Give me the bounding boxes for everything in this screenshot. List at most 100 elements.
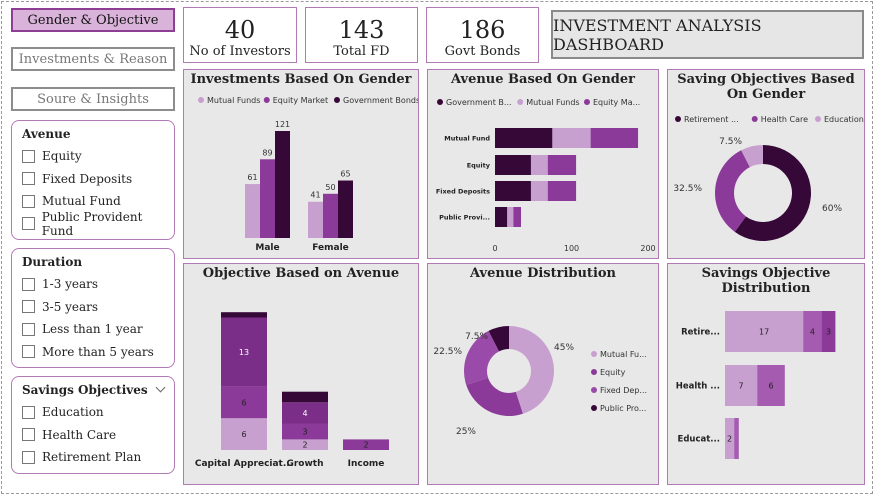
checkbox[interactable] <box>22 450 35 464</box>
legend-label: Government Bonds <box>343 96 419 105</box>
checkbox[interactable] <box>22 405 35 419</box>
kpi-total-fd: 143 Total FD <box>305 7 418 63</box>
dashboard-title: INVESTMENT ANALYSIS DASHBOARD <box>551 10 864 59</box>
kpi-value: 40 <box>224 16 256 44</box>
panel-title: Investments Based On Gender <box>190 72 412 87</box>
legend-marker <box>437 99 443 105</box>
category-label: Income <box>348 459 385 469</box>
panel-avenue-distribution: Avenue Distribution 45% 25% 22.5% 7.5% Mutua… <box>427 263 659 485</box>
checkbox[interactable] <box>22 345 35 359</box>
bar-segment <box>725 418 735 459</box>
tick-label: 200 <box>640 244 655 253</box>
checkbox[interactable] <box>22 322 35 336</box>
bar <box>260 159 275 238</box>
panel-title: Avenue Distribution <box>469 266 616 281</box>
chart-avenue-distribution: 45% 25% 22.5%7.5% Mutual Fu... Equity Fixed D… <box>433 326 647 437</box>
bar-segment <box>725 311 804 352</box>
slicer-item-3-5-years[interactable]: 3-5 years <box>22 296 174 319</box>
bar-segment <box>757 365 785 406</box>
duration-slicer: Duration 1-3 years 3-5 years Less than 1… <box>11 248 175 368</box>
bar-segment <box>282 391 328 403</box>
kpi-value: 186 <box>459 16 506 44</box>
slicer-item-retirement[interactable]: Retirement Plan <box>22 446 174 469</box>
legend-label: Mutual Funds <box>207 96 260 105</box>
bar-segment <box>221 418 267 450</box>
checkbox[interactable] <box>22 300 35 314</box>
category-label: Mutual Fund <box>444 135 490 143</box>
donut-slice <box>488 326 509 352</box>
bar-segment <box>734 418 739 459</box>
legend-marker <box>591 387 597 393</box>
donut-slice <box>734 145 811 242</box>
donut-slice <box>509 326 554 414</box>
category-label: Health ... <box>676 382 720 392</box>
checkbox[interactable] <box>22 149 35 163</box>
slicer-item-education[interactable]: Education <box>22 401 174 424</box>
bar-segment <box>513 207 522 227</box>
avenue-slicer: Avenue Equity Fixed Deposits Mutual Fund… <box>11 120 175 240</box>
panel-saving-gender: Saving Objectives Based On Gender Retire… <box>667 69 865 259</box>
data-label: 13 <box>239 348 249 357</box>
slicer-item-less-1-year[interactable]: Less than 1 year <box>22 318 174 341</box>
data-label: 50 <box>325 183 335 192</box>
checkbox[interactable] <box>22 277 35 291</box>
checkbox[interactable] <box>22 428 35 442</box>
slice-label: 25% <box>456 427 476 437</box>
donut-slice <box>715 150 750 232</box>
bar-segment <box>221 312 267 318</box>
bar-segment <box>547 155 577 175</box>
slice-label: 45% <box>554 343 574 353</box>
chart-saving-gender: Retirement ... Health Care Education 60% 32.… <box>673 115 864 242</box>
chart-investments-gender: Mutual Funds Equity Market Government Bond… <box>198 96 419 253</box>
bar-segment <box>530 155 548 175</box>
legend-marker <box>334 97 340 103</box>
legend-marker <box>198 97 204 103</box>
slicer-item-1-3-years[interactable]: 1-3 years <box>22 273 174 296</box>
data-label: 3 <box>826 328 831 337</box>
donut-slice <box>464 330 500 385</box>
tab-source-insights[interactable]: Soure & Insights <box>11 87 175 111</box>
checkbox[interactable] <box>22 194 35 208</box>
bar-segment <box>507 207 514 227</box>
category-label: Retire... <box>681 328 720 338</box>
bar-segment <box>343 439 389 450</box>
slice-label: 7.5% <box>465 332 488 342</box>
bar-segment <box>495 128 553 148</box>
legend-label: Education <box>824 115 864 124</box>
legend-label: Health Care <box>761 115 808 124</box>
tab-investments-reason[interactable]: Investments & Reason <box>11 47 175 71</box>
kpi-label: No of Investors <box>189 44 291 59</box>
legend-label: Mutual Fu... <box>600 350 647 359</box>
data-label: 4 <box>810 328 815 337</box>
checkbox[interactable] <box>22 172 35 186</box>
data-label: 65 <box>340 170 350 179</box>
avenue-slicer-title: Avenue <box>22 127 71 141</box>
legend-marker <box>751 116 758 122</box>
data-label: 7 <box>739 382 744 391</box>
legend-marker <box>815 116 821 122</box>
tab-gender-objective[interactable]: Gender & Objective <box>11 8 175 32</box>
data-label: 17 <box>759 328 769 337</box>
bar-segment <box>495 155 531 175</box>
data-label: 41 <box>310 191 320 200</box>
bar-segment <box>552 128 591 148</box>
bar-segment <box>803 311 822 352</box>
legend-label: Equity Ma... <box>593 98 640 107</box>
chart-savings-distribution: 17 4 3 Retire... 7 6 Health ... 2 Educat... <box>676 311 836 459</box>
bar-segment <box>725 365 758 406</box>
slicer-item-health-care[interactable]: Health Care <box>22 424 174 447</box>
bar <box>323 193 338 238</box>
slicer-item-mutual-fund[interactable]: Mutual Fund <box>22 190 174 213</box>
slicer-item-equity[interactable]: Equity <box>22 145 174 168</box>
data-label: 2 <box>302 441 307 450</box>
bar-segment <box>821 311 836 352</box>
slicer-item-more-5-years[interactable]: More than 5 years <box>22 341 174 364</box>
slice-label: 60% <box>822 204 842 214</box>
checkbox[interactable] <box>22 217 35 231</box>
data-label: 2 <box>727 435 732 444</box>
slice-label: 7.5% <box>719 137 742 147</box>
slicer-item-fixed-deposits[interactable]: Fixed Deposits <box>22 168 174 191</box>
legend-label: Public Pro... <box>600 404 646 413</box>
slicer-item-ppf[interactable]: Public Provident Fund <box>22 210 174 238</box>
